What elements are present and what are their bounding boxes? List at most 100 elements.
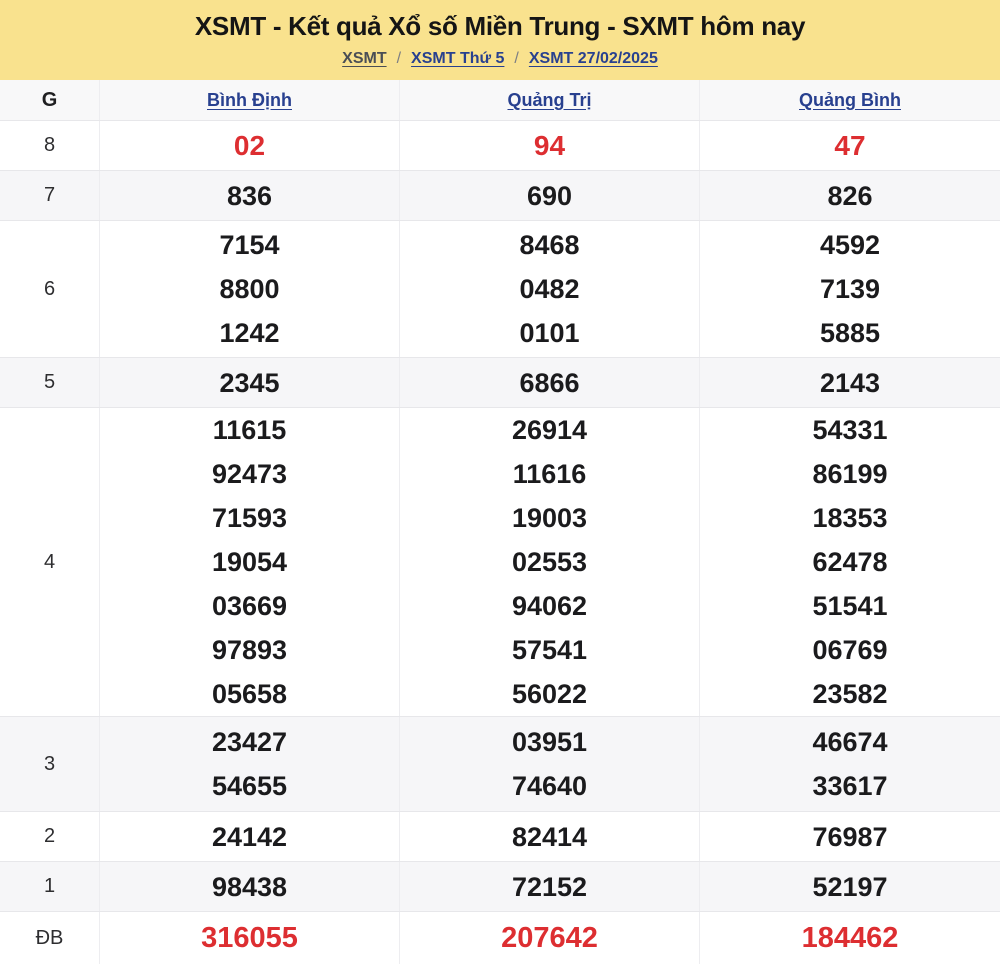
prize-label: 8 bbox=[0, 121, 100, 170]
prize-numbers-cell: 98438 bbox=[100, 862, 400, 911]
prize-number: 7154 bbox=[219, 230, 280, 260]
prize-number: 86199 bbox=[812, 459, 888, 489]
prize-label: 1 bbox=[0, 862, 100, 911]
table-row: 7 836 690 826 bbox=[0, 170, 1000, 220]
prize-number: 19054 bbox=[211, 547, 288, 577]
table-row: 8 02 94 47 bbox=[0, 120, 1000, 170]
province-link-quang-binh[interactable]: Quảng Bình bbox=[799, 89, 901, 110]
prize-numbers-cell: 826 bbox=[700, 171, 1000, 220]
prize-number: 56022 bbox=[511, 679, 588, 709]
prize-number: 18353 bbox=[812, 503, 888, 533]
prize-numbers-cell: 7154 8800 1242 bbox=[100, 221, 400, 357]
prize-number: 54655 bbox=[211, 771, 288, 801]
table-row: 3 23427 54655 03951 74640 46674 33617 bbox=[0, 716, 1000, 811]
table-row: 1 98438 72152 52197 bbox=[0, 861, 1000, 911]
results-table-body: 8 02 94 47 7 836 690 826 6 7154 8800 1242 8468 0482 01… bbox=[0, 120, 1000, 964]
prize-number: 74640 bbox=[511, 771, 588, 801]
prize-numbers-cell: 52197 bbox=[700, 862, 1000, 911]
column-header-quang-tri: Quảng Trị bbox=[400, 80, 700, 120]
prize-numbers-cell: 6866 bbox=[400, 358, 700, 407]
breadcrumb: XSMT / XSMT Thứ 5 / XSMT 27/02/2025 bbox=[342, 50, 658, 68]
prize-column-header: G bbox=[0, 80, 100, 120]
prize-number: 51541 bbox=[812, 591, 888, 621]
prize-number: 97893 bbox=[211, 635, 288, 665]
prize-number: 7139 bbox=[819, 274, 881, 304]
prize-number: 184462 bbox=[801, 922, 899, 954]
prize-number: 8800 bbox=[219, 274, 280, 304]
table-row: ĐB 316055 207642 184462 bbox=[0, 911, 1000, 964]
province-link-quang-tri[interactable]: Quảng Trị bbox=[507, 89, 592, 110]
breadcrumb-separator: / bbox=[514, 49, 519, 67]
prize-numbers-cell: 82414 bbox=[400, 812, 700, 861]
prize-numbers-cell: 03951 74640 bbox=[400, 717, 700, 811]
prize-number: 2143 bbox=[819, 367, 881, 398]
column-header-binh-dinh: Bình Định bbox=[100, 80, 400, 120]
prize-number: 8468 bbox=[519, 230, 580, 260]
province-link-binh-dinh[interactable]: Bình Định bbox=[207, 89, 292, 110]
prize-number: 6866 bbox=[519, 367, 580, 398]
breadcrumb-link-xsmt-date[interactable]: XSMT 27/02/2025 bbox=[528, 49, 658, 67]
prize-numbers-cell: 836 bbox=[100, 171, 400, 220]
prize-number: 62478 bbox=[812, 547, 888, 577]
prize-number: 71593 bbox=[211, 503, 288, 533]
table-row: 2 24142 82414 76987 bbox=[0, 811, 1000, 861]
page-header: XSMT - Kết quả Xổ số Miền Trung - SXMT h… bbox=[0, 0, 1000, 80]
results-table: G Bình Định Quảng Trị Quảng Bình 8 02 94 47… bbox=[0, 80, 1000, 964]
prize-number: 0482 bbox=[519, 274, 580, 304]
prize-number: 207642 bbox=[501, 922, 598, 954]
table-row: 6 7154 8800 1242 8468 0482 0101 4592 7139 5885 bbox=[0, 220, 1000, 357]
prize-number: 02553 bbox=[511, 547, 588, 577]
prize-numbers-cell: 24142 bbox=[100, 812, 400, 861]
prize-number: 1242 bbox=[219, 318, 280, 348]
prize-number: 02 bbox=[233, 129, 266, 161]
prize-number: 23427 bbox=[211, 727, 288, 757]
prize-number: 72152 bbox=[511, 871, 588, 902]
prize-label: 7 bbox=[0, 171, 100, 220]
prize-label: ĐB bbox=[0, 912, 100, 964]
breadcrumb-link-xsmt-thu5[interactable]: XSMT Thứ 5 bbox=[411, 49, 505, 67]
prize-numbers-cell: 02 bbox=[100, 121, 400, 170]
prize-numbers-cell: 8468 0482 0101 bbox=[400, 221, 700, 357]
prize-label: 2 bbox=[0, 812, 100, 861]
prize-number: 5885 bbox=[819, 318, 881, 348]
prize-label: 6 bbox=[0, 221, 100, 357]
prize-numbers-cell: 76987 bbox=[700, 812, 1000, 861]
prize-number: 57541 bbox=[511, 635, 588, 665]
breadcrumb-link-xsmt[interactable]: XSMT bbox=[342, 49, 387, 67]
prize-label: 4 bbox=[0, 408, 100, 716]
table-row: 5 2345 6866 2143 bbox=[0, 357, 1000, 407]
prize-label: 3 bbox=[0, 717, 100, 811]
prize-numbers-cell: 54331 86199 18353 62478 51541 06769 23582 bbox=[700, 408, 1000, 716]
prize-number: 23582 bbox=[812, 679, 888, 709]
prize-number: 2345 bbox=[219, 367, 280, 398]
prize-numbers-cell: 26914 11616 19003 02553 94062 57541 56022 bbox=[400, 408, 700, 716]
prize-number: 836 bbox=[226, 180, 273, 211]
prize-number: 98438 bbox=[211, 871, 288, 902]
prize-numbers-cell: 23427 54655 bbox=[100, 717, 400, 811]
prize-numbers-cell: 11615 92473 71593 19054 03669 97893 05658 bbox=[100, 408, 400, 716]
prize-number: 690 bbox=[526, 180, 573, 211]
prize-number: 33617 bbox=[812, 771, 888, 801]
prize-number: 06769 bbox=[812, 635, 888, 665]
prize-number: 11616 bbox=[512, 459, 587, 489]
prize-number: 94 bbox=[533, 129, 566, 161]
prize-numbers-cell: 72152 bbox=[400, 862, 700, 911]
prize-number: 05658 bbox=[211, 679, 288, 709]
page-title: XSMT - Kết quả Xổ số Miền Trung - SXMT h… bbox=[194, 11, 806, 42]
prize-number: 94062 bbox=[511, 591, 588, 621]
column-header-quang-binh: Quảng Bình bbox=[700, 80, 1000, 120]
prize-number: 24142 bbox=[211, 821, 288, 852]
prize-numbers-cell: 2345 bbox=[100, 358, 400, 407]
breadcrumb-separator: / bbox=[396, 49, 402, 67]
prize-number: 52197 bbox=[812, 871, 888, 902]
prize-numbers-cell: 690 bbox=[400, 171, 700, 220]
prize-number: 46674 bbox=[812, 727, 888, 757]
prize-number: 826 bbox=[827, 180, 873, 211]
prize-number: 92473 bbox=[211, 459, 288, 489]
prize-numbers-cell: 46674 33617 bbox=[700, 717, 1000, 811]
prize-numbers-cell: 94 bbox=[400, 121, 700, 170]
prize-numbers-cell: 47 bbox=[700, 121, 1000, 170]
prize-numbers-cell: 316055 bbox=[100, 912, 400, 964]
prize-number: 76987 bbox=[812, 821, 888, 852]
